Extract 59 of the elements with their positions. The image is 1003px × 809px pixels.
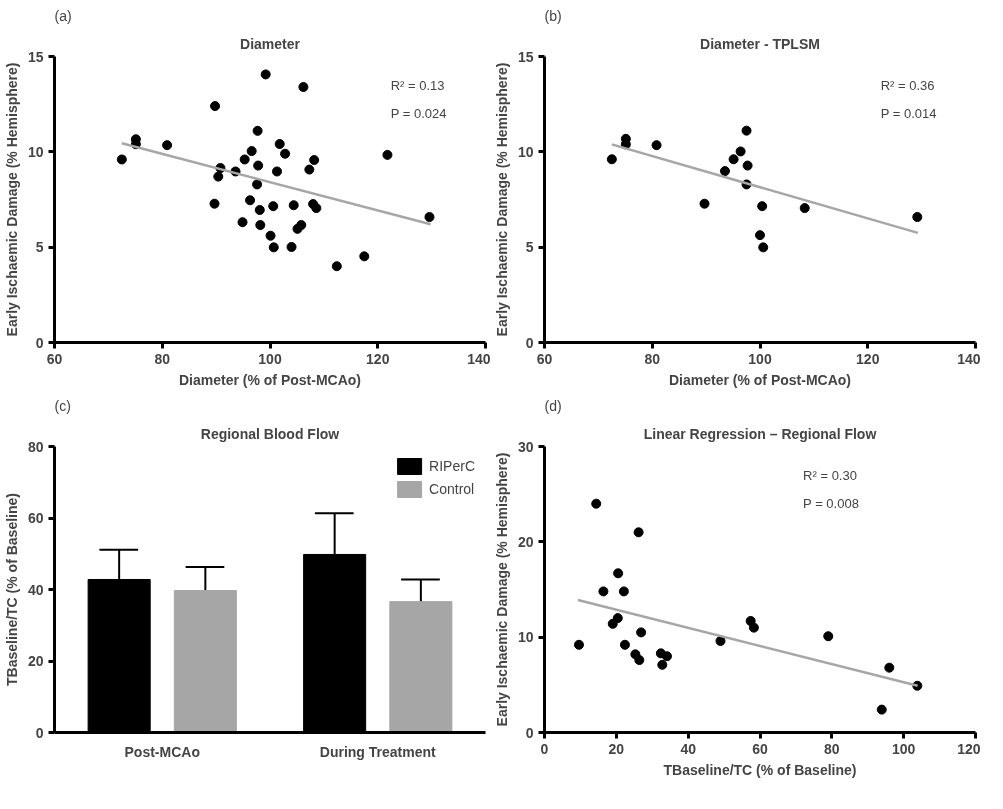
annotation: R² = 0.36 xyxy=(880,77,935,93)
x-tick-label: 60 xyxy=(752,740,768,757)
y-tick-label: 5 xyxy=(35,239,44,256)
text: (a) xyxy=(54,7,72,24)
x-tick-label: 140 xyxy=(957,350,981,367)
annotation: R² = 0.30 xyxy=(803,467,857,483)
x-tick-label: 80 xyxy=(154,350,171,367)
x-tick-label: Post-MCAo xyxy=(124,743,200,760)
y-tick-label: 0 xyxy=(525,724,534,741)
annotation: P = 0.024 xyxy=(390,106,447,122)
text: (b) xyxy=(544,7,562,24)
x-tick-label: 140 xyxy=(467,350,491,367)
x-tick-label: 100 xyxy=(258,350,282,367)
y-tick-label: 30 xyxy=(517,438,534,455)
y-tick-label: 5 xyxy=(525,239,534,256)
x-tick-label: 60 xyxy=(46,350,63,367)
annotation: P = 0.008 xyxy=(803,496,859,512)
text: (c) xyxy=(54,397,71,414)
x-tick-label: During Treatment xyxy=(319,743,437,760)
annotation: P = 0.014 xyxy=(880,106,937,122)
chart-title: Linear Regression – Regional Flow xyxy=(643,425,877,442)
y-axis-title: TBaseline/TC (% of Baseline) xyxy=(3,493,20,686)
x-tick-label: 20 xyxy=(608,740,625,757)
x-tick-label: 100 xyxy=(891,740,916,757)
x-tick-label: 120 xyxy=(856,350,880,367)
legend-label: RIPerC xyxy=(429,458,475,474)
x-axis-title: Diameter (% of Post-MCAo) xyxy=(179,371,362,388)
y-tick-label: 40 xyxy=(27,581,44,598)
y-tick-label: 15 xyxy=(27,48,44,65)
x-tick-label: 0 xyxy=(540,740,549,757)
y-tick-label: 60 xyxy=(27,510,44,526)
x-tick-label: 40 xyxy=(680,740,697,757)
y-tick-label: 10 xyxy=(27,143,44,160)
y-axis-title: Early Ischaemic Damage (% Hemisphere) xyxy=(493,452,510,727)
annotation: R² = 0.13 xyxy=(390,77,445,93)
x-tick-label: 120 xyxy=(366,350,390,367)
chart-title: Diameter - TPLSM xyxy=(700,35,820,52)
y-tick-label: 0 xyxy=(525,334,534,351)
text: (d) xyxy=(544,397,562,414)
y-tick-label: 10 xyxy=(517,143,534,160)
x-tick-label: 120 xyxy=(957,740,981,757)
y-tick-label: 15 xyxy=(517,48,534,65)
x-tick-label: 60 xyxy=(536,350,553,367)
x-tick-label: 80 xyxy=(644,350,661,367)
y-tick-label: 80 xyxy=(27,438,44,455)
y-tick-label: 20 xyxy=(517,533,534,550)
legend-label: Control xyxy=(429,481,475,497)
x-tick-label: 80 xyxy=(824,740,840,757)
chart-title: Regional Blood Flow xyxy=(200,425,340,442)
y-tick-label: 0 xyxy=(35,724,44,741)
y-axis-title: Early Ischaemic Damage (% Hemisphere) xyxy=(3,62,20,337)
y-axis-title: Early Ischaemic Damage (% Hemisphere) xyxy=(493,62,510,337)
x-tick-label: 100 xyxy=(748,350,772,367)
y-tick-label: 10 xyxy=(517,629,534,646)
chart-title: Diameter xyxy=(240,35,301,52)
x-axis-title: Diameter (% of Post-MCAo) xyxy=(669,371,852,388)
y-tick-label: 20 xyxy=(27,653,44,669)
y-tick-label: 0 xyxy=(35,334,44,351)
x-axis-title: TBaseline/TC (% of Baseline) xyxy=(663,761,857,778)
